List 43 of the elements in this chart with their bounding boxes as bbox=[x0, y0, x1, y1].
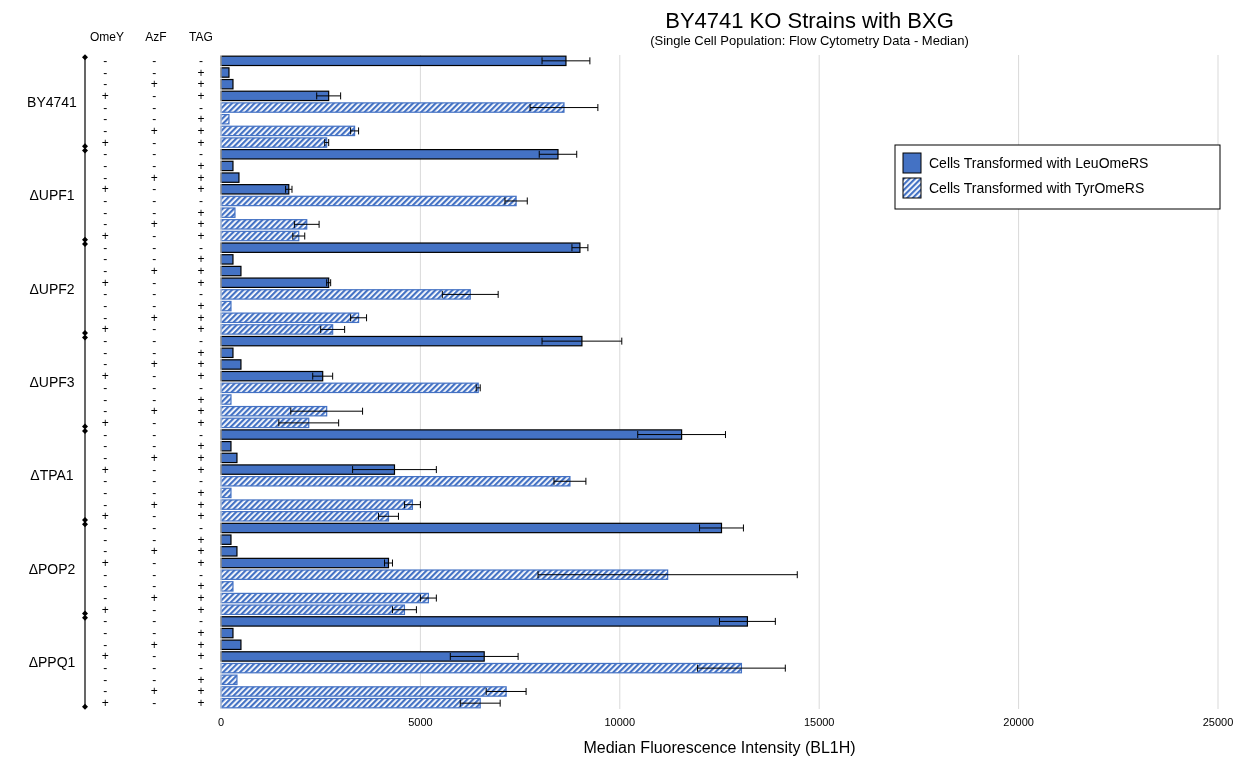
category-label: - - + bbox=[103, 205, 205, 220]
x-tick-label: 5000 bbox=[408, 716, 433, 728]
category-label: - - - bbox=[103, 427, 203, 442]
category-label: - - - bbox=[103, 53, 203, 68]
text: ΔPPQ1 bbox=[28, 654, 76, 671]
category-label: + - + bbox=[101, 649, 205, 664]
category-label: - + + bbox=[103, 497, 205, 512]
text: ΔUPF1 bbox=[29, 187, 75, 204]
x-tick-label: 10000 bbox=[604, 716, 636, 728]
category-label: - + + bbox=[103, 170, 205, 185]
text: ΔUPF2 bbox=[29, 280, 75, 297]
text: ΔTPA1 bbox=[30, 467, 74, 484]
chart-subtitle: (Single Cell Population: Flow Cytometry Data - Median) bbox=[650, 33, 969, 48]
x-tick-label: 15000 bbox=[803, 716, 835, 728]
text: BY4741 bbox=[27, 93, 78, 110]
category-label: + - + bbox=[101, 696, 205, 711]
category-label: - - + bbox=[103, 65, 205, 80]
category-label: - + + bbox=[103, 684, 205, 699]
x-tick-label: 0 bbox=[217, 716, 225, 728]
category-label: - - - bbox=[103, 100, 203, 115]
text: ΔPOP2 bbox=[28, 560, 76, 577]
x-tick-label: 20000 bbox=[1003, 716, 1034, 728]
category-label: + - + bbox=[101, 322, 205, 337]
x-tick-label: 25000 bbox=[1202, 716, 1234, 728]
category-label: - - - bbox=[103, 614, 203, 629]
category-label: + - + bbox=[101, 462, 205, 477]
category-label: - - + bbox=[103, 392, 205, 407]
text: OmeY bbox=[89, 30, 125, 44]
chart-title: BY4741 KO Strains with BXG bbox=[665, 8, 954, 33]
category-label: - - + bbox=[103, 579, 205, 594]
text: ΔUPF3 bbox=[29, 374, 75, 390]
x-axis-title: Median Fluorescence Intensity (BL1H) bbox=[583, 739, 856, 756]
legend-label: Cells Transformed with TyrOmeRS bbox=[929, 180, 1145, 196]
text: AzF bbox=[145, 30, 167, 44]
category-label: - - + bbox=[103, 532, 205, 547]
category-label: + - + bbox=[101, 135, 205, 150]
category-label: - + + bbox=[103, 357, 205, 372]
category-label: - - + bbox=[103, 252, 205, 267]
category-label: - + + bbox=[103, 544, 205, 559]
legend-label: Cells Transformed with LeuOmeRS bbox=[929, 155, 1149, 171]
text: TAG bbox=[189, 30, 213, 44]
category-label: - - - bbox=[103, 287, 203, 302]
category-label: - + + bbox=[103, 217, 205, 232]
